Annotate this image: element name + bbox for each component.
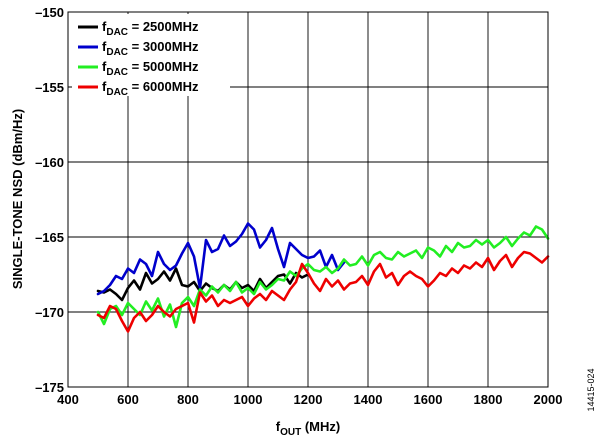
x-tick-label: 2000 (534, 392, 563, 407)
legend-label-3: fDAC = 5000MHz (102, 59, 199, 78)
x-tick-label: 1200 (294, 392, 323, 407)
series-line-3 (96, 225, 550, 329)
x-tick-label: 400 (57, 392, 79, 407)
x-tick-label: 1800 (474, 392, 503, 407)
y-tick-label: –165 (35, 230, 64, 245)
y-tick-labels: –150 –155 –160 –165 –170 –175 (35, 5, 64, 395)
x-axis-label-unit: (MHz) (301, 419, 340, 434)
y-tick-label: –175 (35, 380, 64, 395)
series-layer (96, 222, 550, 333)
y-axis-label: SINGLE-TONE NSD (dBm/Hz) (10, 109, 25, 289)
legend-label-1: fDAC = 2500MHz (102, 19, 199, 38)
series-line-2 (96, 222, 346, 296)
x-tick-labels: 400 600 800 1000 1200 1400 1600 1800 2000 (57, 392, 562, 407)
series-line-1 (96, 267, 310, 302)
legend-label-2: fDAC = 3000MHz (102, 39, 199, 58)
x-tick-label: 1000 (234, 392, 263, 407)
x-axis-label-main: f (276, 419, 281, 434)
x-tick-label: 800 (177, 392, 199, 407)
series-line-4 (96, 250, 550, 333)
y-tick-label: –170 (35, 305, 64, 320)
y-tick-label: –150 (35, 5, 64, 20)
x-axis-label: fOUT (MHz) (276, 419, 340, 438)
x-tick-label: 1400 (354, 392, 383, 407)
plot-frame (67, 11, 549, 388)
legend-label-4: fDAC = 6000MHz (102, 79, 199, 98)
y-tick-label: –160 (35, 155, 64, 170)
figure-id: 14415-024 (586, 368, 596, 411)
x-tick-label: 600 (117, 392, 139, 407)
legend-box (72, 14, 230, 96)
x-tick-label: 1600 (414, 392, 443, 407)
x-axis-label-sub: OUT (280, 427, 301, 438)
y-tick-label: –155 (35, 80, 64, 95)
